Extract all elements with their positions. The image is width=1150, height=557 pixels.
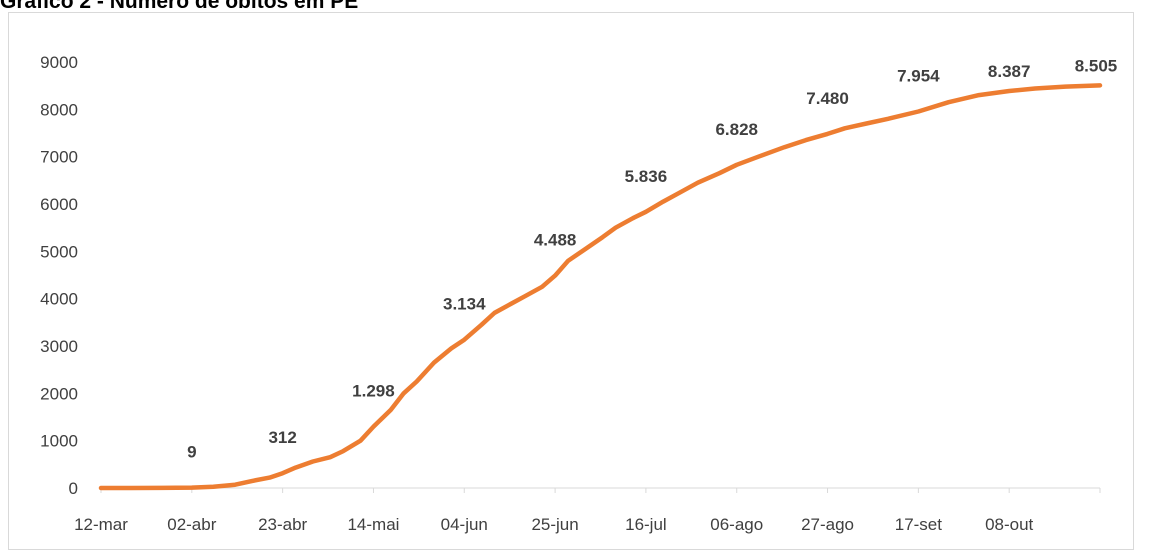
- x-tick-label: 12-mar: [74, 515, 128, 534]
- data-label: 7.480: [806, 89, 849, 108]
- x-tick-label: 14-mai: [347, 515, 399, 534]
- y-tick-label: 1000: [40, 432, 78, 451]
- x-tick-label: 04-jun: [441, 515, 488, 534]
- x-tick-label: 06-ago: [710, 515, 763, 534]
- data-label: 5.836: [625, 167, 668, 186]
- y-tick-label: 6000: [40, 195, 78, 214]
- x-tick-label: 08-out: [985, 515, 1033, 534]
- x-tick-label: 16-jul: [625, 515, 667, 534]
- data-label: 9: [187, 443, 196, 462]
- y-tick-label: 8000: [40, 100, 78, 119]
- y-tick-label: 3000: [40, 337, 78, 356]
- y-tick-label: 9000: [40, 53, 78, 72]
- y-tick-label: 0: [69, 479, 78, 498]
- y-tick-label: 7000: [40, 148, 78, 167]
- data-label: 1.298: [352, 382, 395, 401]
- data-label: 7.954: [897, 67, 940, 86]
- data-label: 8.387: [988, 62, 1031, 81]
- y-tick-label: 4000: [40, 290, 78, 309]
- chart-frame: [8, 12, 1134, 550]
- series-line: [98, 83, 1103, 491]
- y-tick-label: 5000: [40, 242, 78, 261]
- x-tick-label: 27-ago: [801, 515, 854, 534]
- data-label: 3.134: [443, 295, 486, 314]
- data-label: 8.505: [1075, 56, 1118, 75]
- data-label: 4.488: [534, 231, 577, 250]
- data-label: 6.828: [715, 120, 758, 139]
- y-tick-label: 2000: [40, 384, 78, 403]
- x-tick-label: 25-jun: [531, 515, 578, 534]
- x-tick-label: 02-abr: [167, 515, 216, 534]
- x-tick-label: 17-set: [895, 515, 943, 534]
- chart-title: Gráfico 2 - Número de óbitos em PE: [0, 0, 359, 13]
- x-tick-label: 23-abr: [258, 515, 307, 534]
- data-label: 312: [268, 428, 296, 447]
